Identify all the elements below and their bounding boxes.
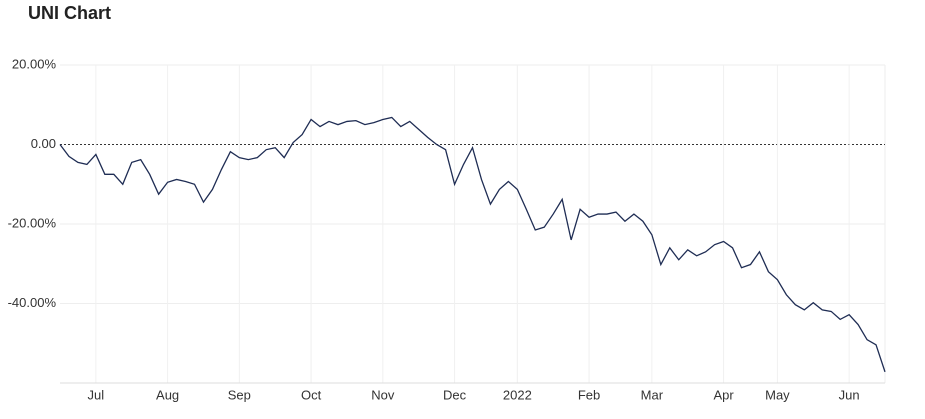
x-tick-label: 2022 [503,387,532,402]
x-tick-label: Apr [713,387,734,402]
x-tick-label: Oct [301,387,322,402]
y-tick-label: -40.00% [8,295,57,310]
price-line [59,116,886,373]
y-tick-label: 0.00 [31,136,56,151]
y-tick-label: 20.00% [12,56,57,71]
x-tick-label: Feb [578,387,600,402]
x-tick-label: Jul [88,387,105,402]
x-tick-label: Mar [641,387,664,402]
x-tick-label: Aug [156,387,179,402]
x-tick-label: May [765,387,790,402]
x-tick-label: Sep [228,387,251,402]
y-tick-label: -20.00% [8,215,57,230]
x-tick-label: Nov [371,387,395,402]
chart-title: UNI Chart [28,3,111,23]
x-tick-label: Jun [839,387,860,402]
x-tick-label: Dec [443,387,467,402]
